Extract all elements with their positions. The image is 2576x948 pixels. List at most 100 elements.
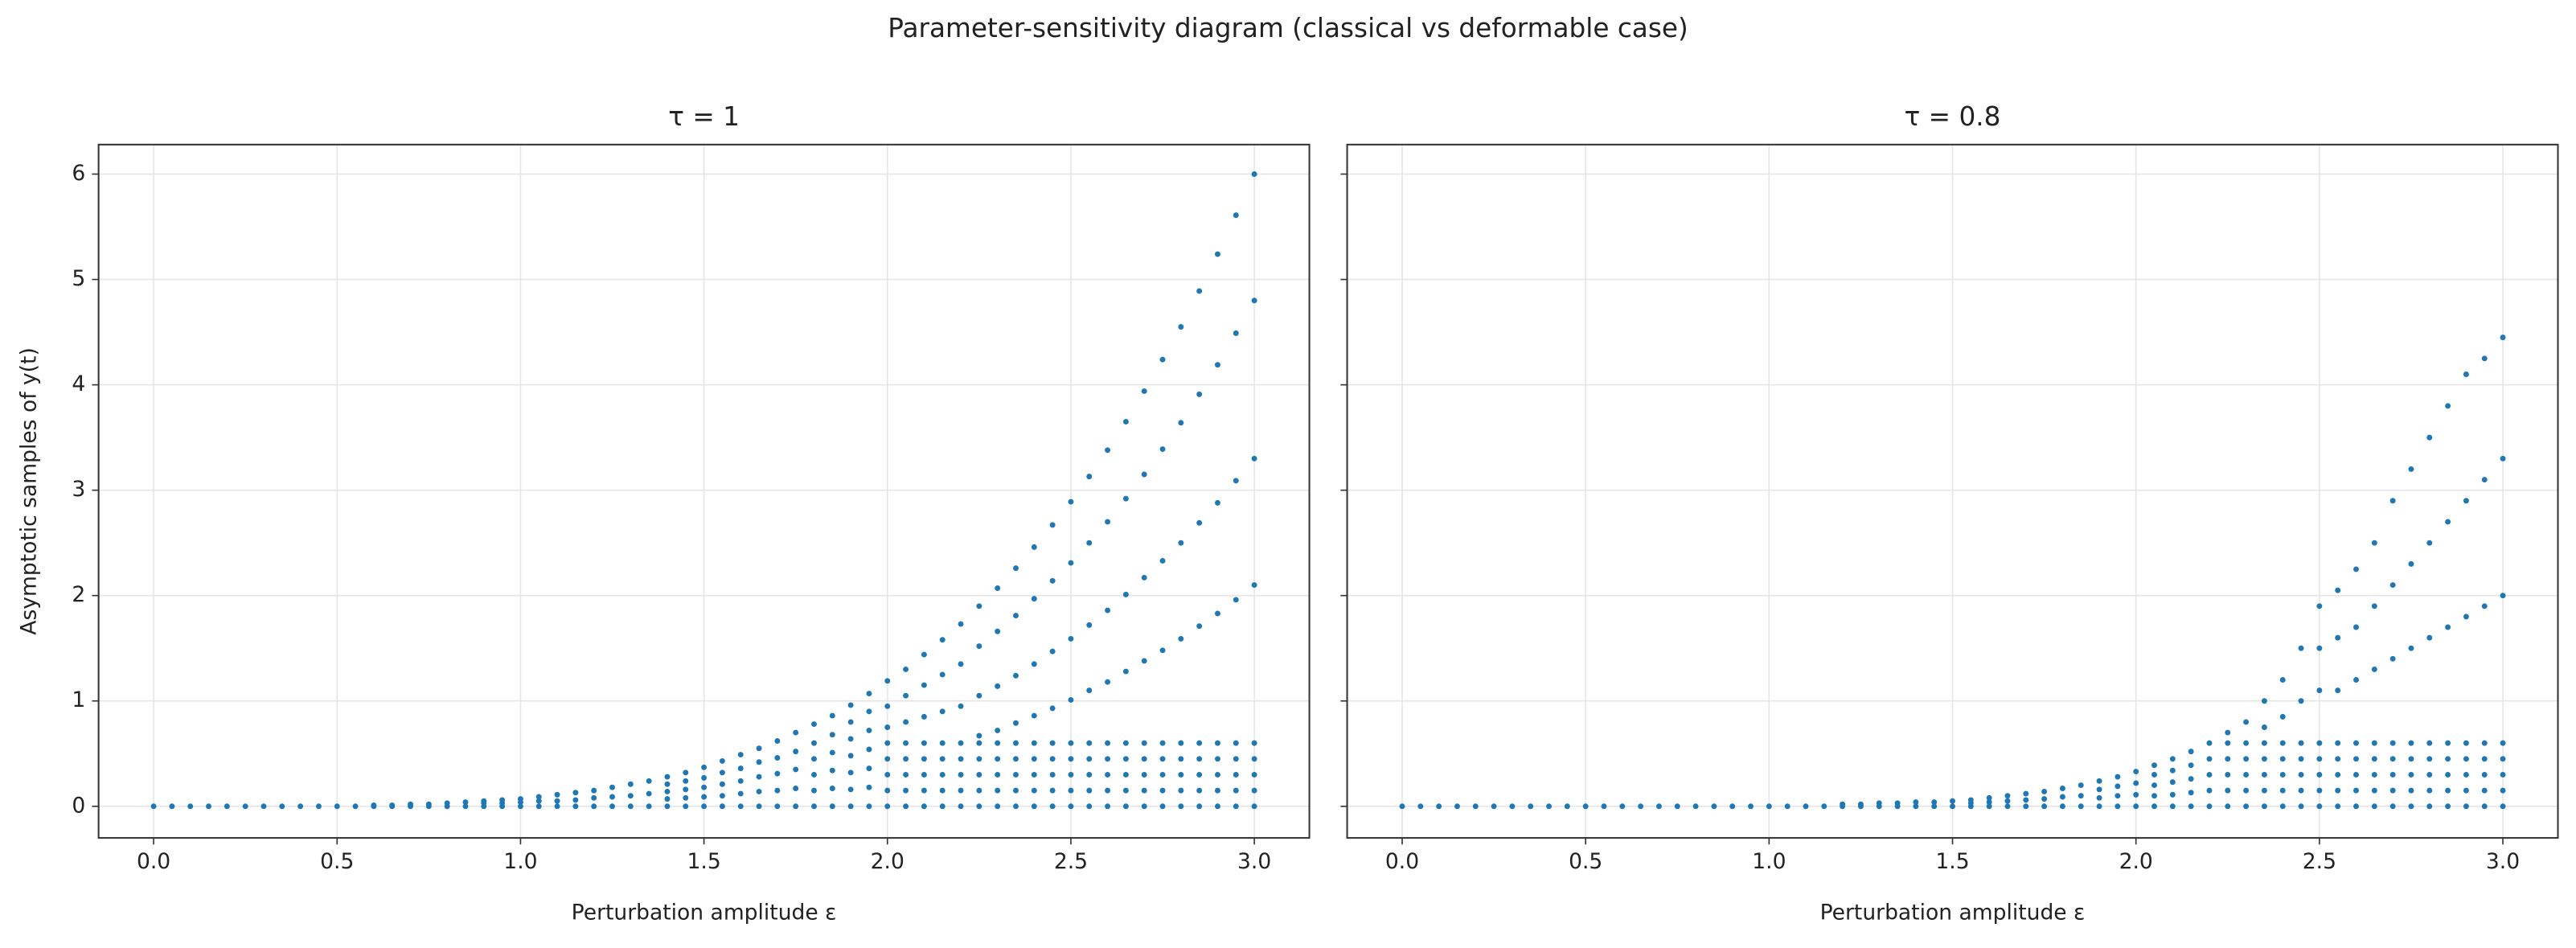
point — [2133, 769, 2139, 775]
point — [2243, 771, 2250, 778]
point — [1233, 740, 1239, 746]
point — [1105, 447, 1111, 453]
point — [1196, 787, 1203, 794]
point — [958, 771, 964, 778]
point — [976, 756, 982, 762]
point — [2096, 803, 2102, 810]
point — [1105, 771, 1111, 778]
point — [2078, 782, 2084, 789]
point — [1068, 635, 1074, 642]
point — [2463, 787, 2469, 794]
point — [2115, 793, 2121, 799]
point — [829, 749, 835, 756]
point — [1417, 803, 1424, 810]
point — [1013, 613, 1019, 619]
point — [847, 753, 854, 759]
point — [2188, 790, 2194, 796]
point — [719, 793, 725, 799]
point — [2169, 791, 2176, 798]
point — [1049, 756, 1056, 762]
point — [1141, 471, 1147, 478]
point — [921, 771, 927, 778]
point — [1233, 212, 1239, 219]
point — [2426, 756, 2433, 762]
point — [1068, 771, 1074, 778]
point — [939, 740, 945, 746]
point — [866, 803, 872, 810]
point — [1141, 574, 1147, 581]
point — [2353, 624, 2359, 630]
point — [2041, 796, 2048, 802]
point — [1086, 740, 1093, 746]
point — [371, 802, 377, 808]
point — [2389, 740, 2396, 746]
point — [2371, 603, 2377, 609]
point — [2426, 634, 2433, 641]
point — [2500, 803, 2506, 810]
point — [1068, 560, 1074, 566]
point — [2298, 803, 2304, 810]
point — [2261, 724, 2267, 730]
point — [1159, 771, 1166, 778]
point — [2316, 740, 2323, 746]
x-tick-label: 3.0 — [2486, 849, 2520, 874]
point — [847, 769, 854, 776]
point — [1233, 771, 1239, 778]
point — [921, 740, 927, 746]
point — [1031, 740, 1037, 746]
point — [1122, 771, 1129, 778]
point — [921, 756, 927, 762]
point — [701, 784, 708, 790]
point — [1251, 740, 1257, 746]
point — [2279, 771, 2286, 778]
point — [2279, 713, 2286, 720]
point — [2500, 740, 2506, 746]
point — [2353, 740, 2359, 746]
point — [1068, 756, 1074, 762]
point — [1159, 446, 1166, 453]
point — [1674, 803, 1680, 810]
point — [1178, 324, 1184, 330]
point — [1251, 582, 1257, 589]
point — [2243, 719, 2250, 725]
point — [701, 764, 708, 770]
point — [903, 666, 909, 672]
point — [958, 661, 964, 667]
point — [1031, 596, 1037, 602]
point — [2243, 787, 2250, 794]
point — [2371, 803, 2377, 810]
point — [2353, 677, 2359, 683]
point — [2481, 740, 2488, 746]
point — [2389, 756, 2396, 762]
point — [2481, 771, 2488, 778]
point — [793, 749, 799, 755]
point — [1251, 787, 1257, 794]
point — [2004, 793, 2011, 799]
point — [884, 771, 891, 778]
point — [1013, 771, 1019, 778]
point — [1178, 803, 1184, 810]
point — [2279, 756, 2286, 762]
point — [554, 803, 560, 810]
point — [756, 774, 762, 780]
point — [2206, 803, 2213, 810]
point — [2371, 756, 2377, 762]
axes-frame — [97, 143, 1311, 839]
point — [2188, 762, 2194, 769]
point — [2481, 355, 2488, 362]
point — [2389, 498, 2396, 504]
point — [2188, 749, 2194, 755]
point — [958, 621, 964, 627]
point — [2371, 540, 2377, 546]
point — [921, 682, 927, 688]
point — [2261, 698, 2267, 704]
point — [1196, 756, 1203, 762]
point — [995, 740, 1001, 746]
point — [2389, 655, 2396, 662]
point — [2298, 740, 2304, 746]
point — [1178, 787, 1184, 794]
point — [1251, 171, 1257, 177]
point — [719, 781, 725, 787]
point — [995, 787, 1001, 794]
point — [2426, 771, 2433, 778]
